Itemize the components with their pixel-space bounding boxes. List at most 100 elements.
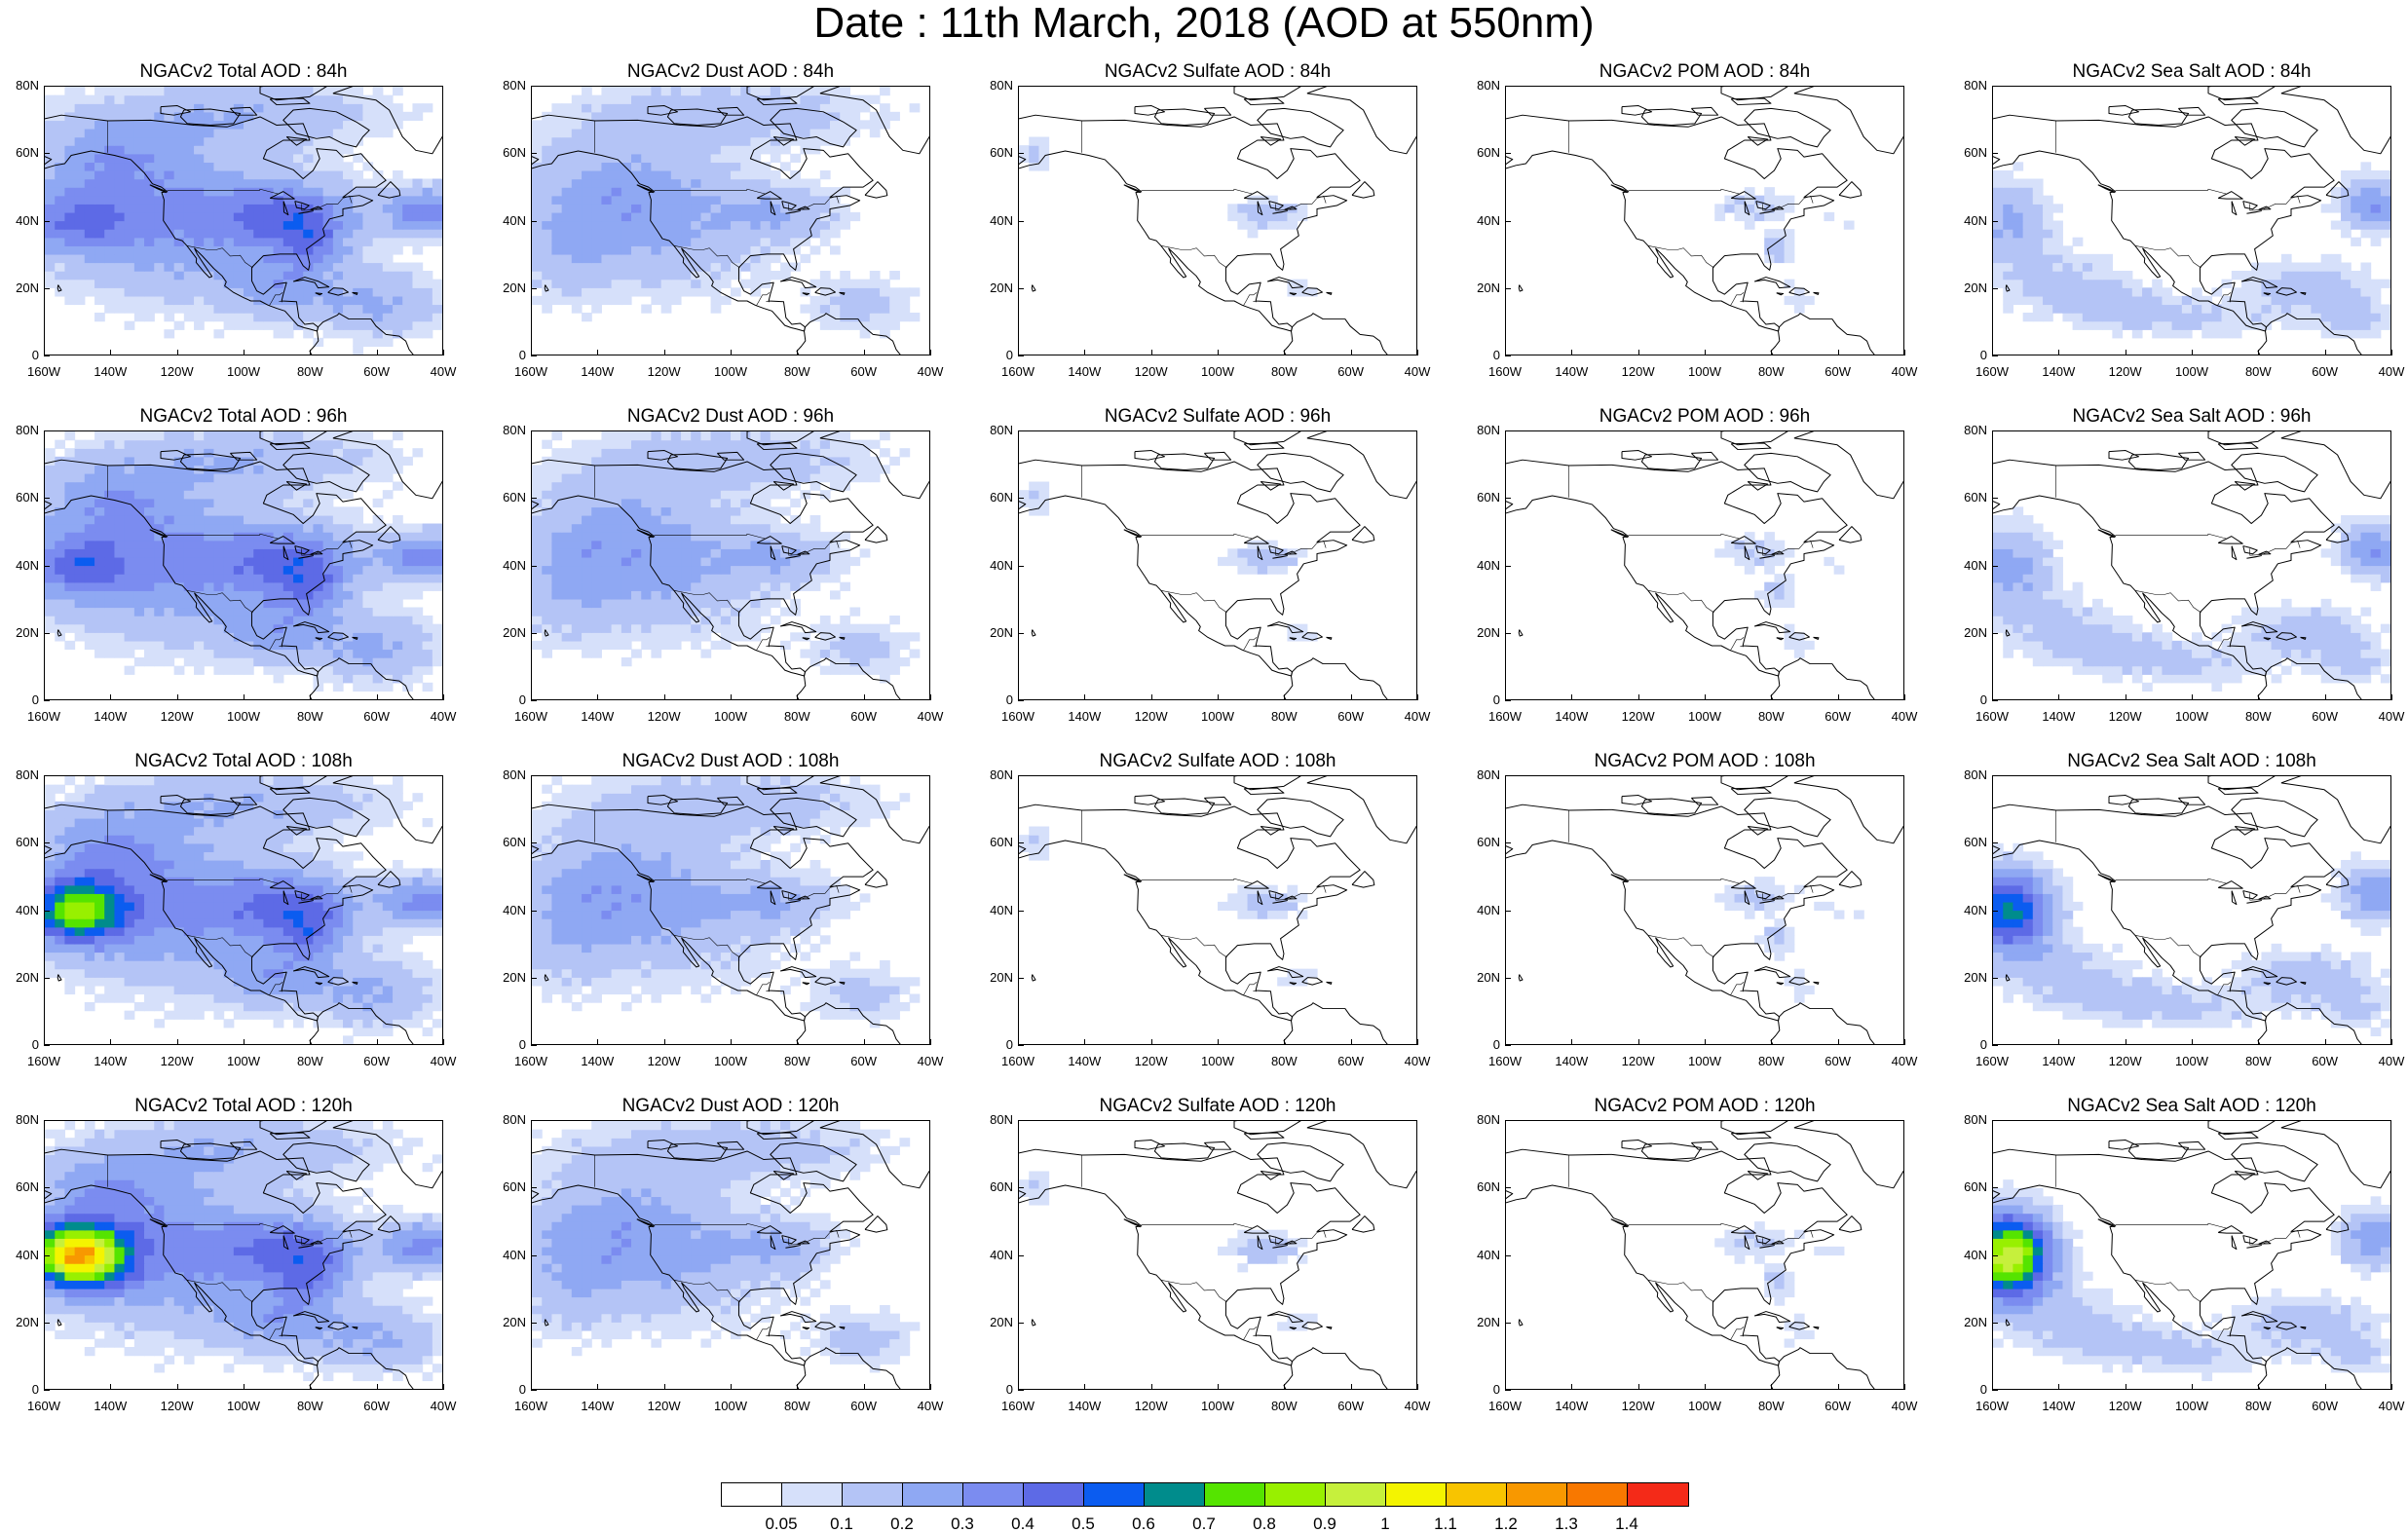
- aod-cell: [45, 129, 56, 137]
- coastline: [1258, 453, 1343, 492]
- aod-cell: [810, 221, 821, 230]
- aod-cell: [114, 271, 125, 280]
- aod-cell: [362, 120, 373, 129]
- aod-cell: [194, 557, 205, 566]
- aod-cell: [1287, 221, 1298, 230]
- aod-cell: [75, 103, 86, 112]
- aod-cell: [1785, 296, 1795, 305]
- x-tick: [1351, 350, 1352, 355]
- aod-cell: [283, 566, 294, 575]
- aod-cell: [572, 515, 583, 524]
- aod-cell: [412, 221, 423, 230]
- aod-cell: [591, 574, 602, 582]
- aod-cell: [114, 448, 125, 457]
- aod-cell: [224, 440, 235, 449]
- aod-cell: [1287, 287, 1298, 296]
- aod-cell: [303, 557, 314, 566]
- aod-cell: [412, 524, 423, 533]
- aod-cell: [174, 482, 185, 491]
- aod-cell: [383, 112, 394, 121]
- aod-cell: [681, 440, 692, 449]
- aod-cell: [174, 431, 185, 440]
- aod-cell: [671, 296, 682, 305]
- aod-cell: [104, 541, 115, 549]
- aod-cell: [612, 287, 622, 296]
- aod-cell: [1993, 170, 2004, 179]
- aod-cell: [194, 473, 205, 482]
- aod-cell: [303, 431, 314, 440]
- aod-cell: [64, 120, 75, 129]
- aod-cell: [562, 196, 573, 205]
- aod-cell: [2360, 187, 2371, 196]
- aod-cell: [343, 515, 354, 524]
- aod-cell: [244, 238, 254, 246]
- aod-cell: [412, 582, 423, 591]
- coastline: [1284, 658, 1390, 699]
- aod-cell: [234, 616, 245, 624]
- aod-cell: [213, 641, 224, 650]
- aod-cell: [1735, 541, 1746, 549]
- aod-cell: [621, 440, 632, 449]
- aod-cell: [234, 666, 245, 675]
- aod-cell: [194, 499, 205, 507]
- aod-cell: [671, 482, 682, 491]
- x-tick: [377, 350, 378, 355]
- aod-cell: [244, 145, 254, 154]
- aod-cell: [433, 229, 442, 238]
- aod-cell: [532, 499, 543, 507]
- aod-cell: [134, 187, 145, 196]
- aod-cell: [601, 465, 612, 473]
- aod-cell: [2062, 245, 2073, 254]
- aod-cell: [840, 557, 850, 566]
- aod-cell: [572, 254, 583, 263]
- aod-cell: [612, 120, 622, 129]
- aod-cell: [731, 271, 741, 280]
- aod-cell: [591, 254, 602, 263]
- aod-cell: [2152, 329, 2163, 338]
- coastline: [2235, 137, 2254, 146]
- aod-cell: [45, 154, 56, 163]
- x-tick-label: 140W: [86, 710, 134, 724]
- aod-cell: [114, 170, 125, 179]
- aod-cell: [681, 112, 692, 121]
- aod-cell: [174, 87, 185, 95]
- aod-cell: [104, 490, 115, 499]
- aod-cell: [2351, 313, 2361, 321]
- y-tick: [531, 288, 537, 289]
- aod-cell: [551, 566, 562, 575]
- y-tick: [1018, 430, 1024, 431]
- aod-cell: [889, 641, 900, 650]
- aod-cell: [2033, 271, 2044, 280]
- aod-cell: [213, 574, 224, 582]
- aod-cell: [771, 271, 781, 280]
- aod-cell: [104, 112, 115, 121]
- map-plot: [1505, 86, 1904, 355]
- aod-cell: [740, 187, 751, 196]
- aod-cell: [2360, 196, 2371, 205]
- aod-cell: [293, 582, 304, 591]
- aod-cell: [681, 515, 692, 524]
- aod-cell: [184, 515, 195, 524]
- aod-cell: [85, 245, 95, 254]
- aod-cell: [1029, 145, 1039, 154]
- aod-cell: [383, 632, 394, 641]
- aod-cell: [820, 304, 831, 313]
- aod-cell: [740, 145, 751, 154]
- aod-cell: [562, 187, 573, 196]
- aod-cell: [423, 616, 433, 624]
- aod-cell: [790, 87, 801, 95]
- aod-cell: [2132, 313, 2143, 321]
- aod-cell: [64, 103, 75, 112]
- aod-cell: [274, 616, 284, 624]
- aod-cell: [204, 204, 214, 212]
- aod-cell: [721, 95, 732, 104]
- aod-cell: [125, 187, 135, 196]
- aod-cell: [362, 632, 373, 641]
- aod-cell: [383, 666, 394, 675]
- aod-cell: [283, 431, 294, 440]
- aod-cell: [293, 465, 304, 473]
- aod-cell: [293, 440, 304, 449]
- aod-cell: [641, 245, 652, 254]
- aod-cell: [303, 229, 314, 238]
- aod-cell: [234, 137, 245, 146]
